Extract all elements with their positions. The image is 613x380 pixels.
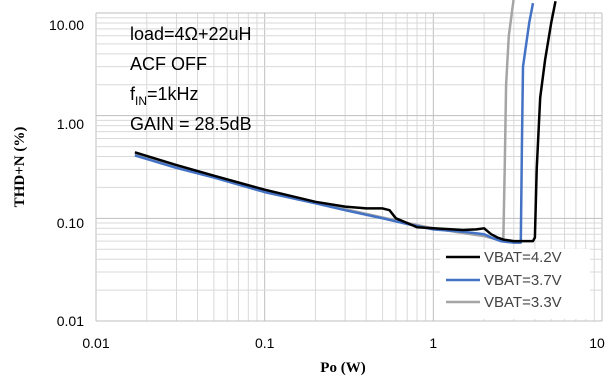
annotation-fin-rest: =1kHz — [147, 84, 199, 104]
y-tick-label: 10.00 — [49, 17, 84, 33]
annotation-load: load=4Ω+22uH — [130, 24, 252, 44]
annotation-fin-main: f — [130, 84, 136, 104]
annotation-fin-sub: IN — [135, 94, 147, 108]
y-tick-label: 0.10 — [57, 215, 84, 231]
series-group — [134, 0, 557, 244]
legend: VBAT=4.2V VBAT=3.7V VBAT=3.3V — [440, 249, 590, 319]
x-tick-label: 10 — [589, 335, 605, 351]
x-axis-title: Po (W) — [320, 360, 365, 376]
x-tick-label: 0.01 — [82, 335, 109, 351]
annotation-gain: GAIN = 28.5dB — [130, 114, 252, 134]
x-tick-label: 0.1 — [255, 335, 275, 351]
y-tick-label: 0.01 — [57, 313, 84, 329]
legend-box — [440, 249, 590, 319]
series-line-vbat-3.7v — [134, 2, 535, 244]
series-line-vbat-4.2v — [134, 1, 557, 243]
legend-label-3.7v: VBAT=3.7V — [484, 272, 562, 289]
annotation-acf: ACF OFF — [130, 54, 207, 74]
y-tick-labels: 0.01 0.10 1.00 10.00 — [49, 17, 84, 329]
x-tick-label: 1 — [429, 335, 437, 351]
legend-label-4.2v: VBAT=4.2V — [484, 249, 562, 266]
legend-label-3.3v: VBAT=3.3V — [484, 294, 562, 311]
y-tick-label: 1.00 — [57, 116, 84, 132]
annotation-block: load=4Ω+22uH ACF OFF fIN=1kHz GAIN = 28.… — [130, 24, 252, 134]
annotation-fin: fIN=1kHz — [130, 84, 199, 108]
y-axis-title: THD+N (%) — [12, 127, 28, 208]
x-tick-labels: 0.01 0.1 1 10 — [82, 335, 605, 351]
